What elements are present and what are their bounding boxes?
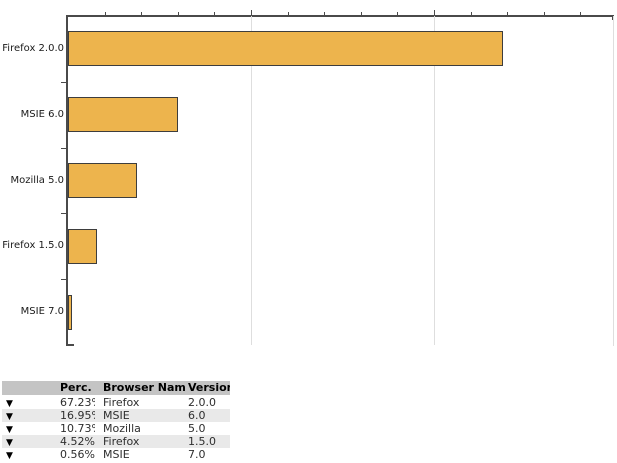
row-version-cell: 1.5.0: [186, 434, 230, 448]
row-version-cell: 7.0: [188, 447, 206, 461]
row-browser-cell: Firefox: [103, 395, 140, 409]
x-axis-minor-tick: [214, 12, 215, 16]
browser-stats-table: Perc. Browser Name Version ▼ 67.23% Firefo…: [2, 381, 230, 461]
bar: [68, 163, 137, 198]
y-axis-end-tick: [66, 344, 74, 346]
vertical-gridline: [251, 16, 252, 345]
header-marker: [2, 381, 60, 396]
row-perc-cell: 0.56%: [60, 447, 95, 461]
table-row: ▼ 10.73% Mozilla 5.0: [2, 422, 230, 435]
browser-usage-chart: Firefox 2.0.0 MSIE 6.0 Mozilla 5.0 Firefox …: [2, 10, 614, 346]
row-perc-cell: 16.95%: [60, 408, 95, 422]
x-axis-minor-tick: [178, 12, 179, 16]
category-label: MSIE 7.0: [20, 306, 64, 317]
row-browser-cell: MSIE: [95, 408, 186, 422]
down-triangle-icon: ▼: [6, 398, 13, 409]
y-axis-category-tick: [61, 82, 68, 83]
row-marker-cell: ▼: [2, 422, 60, 435]
row-browser-cell: Mozilla: [103, 421, 141, 435]
category-label: Firefox 2.0.0: [2, 43, 64, 54]
row-marker-cell: ▼: [2, 395, 60, 409]
y-axis-line: [66, 15, 68, 346]
bar: [68, 97, 178, 132]
plot-right-border: [613, 16, 614, 346]
row-version-cell: 6.0: [186, 408, 230, 422]
x-axis-minor-tick: [288, 12, 289, 16]
bar: [68, 31, 503, 66]
bar: [68, 229, 97, 264]
row-browser-cell: Firefox: [95, 434, 186, 448]
category-label: Firefox 1.5.0: [2, 240, 64, 251]
x-axis-major-tick: [434, 10, 435, 16]
x-axis-minor-tick: [471, 12, 472, 16]
x-axis-minor-tick: [361, 12, 362, 16]
row-perc-cell: 10.73%: [60, 421, 95, 435]
x-axis-minor-tick: [324, 12, 325, 16]
row-version-cell: 5.0: [188, 421, 206, 435]
x-axis-minor-tick: [544, 12, 545, 16]
y-axis-category-tick: [61, 213, 68, 214]
table-row: ▼ 0.56% MSIE 7.0: [2, 448, 230, 461]
y-axis-category-tick: [61, 279, 68, 280]
header-percentage: Perc.: [60, 381, 95, 396]
row-marker-cell: ▼: [2, 408, 60, 422]
x-axis-minor-tick: [397, 12, 398, 16]
down-triangle-icon: ▼: [6, 450, 13, 461]
category-label: MSIE 6.0: [20, 109, 64, 120]
row-marker-cell: ▼: [2, 434, 60, 448]
bar: [68, 295, 72, 330]
table-row: ▼ 67.23% Firefox 2.0.0: [2, 395, 230, 409]
row-perc-cell: 67.23%: [60, 395, 95, 409]
row-browser-cell: MSIE: [103, 447, 130, 461]
vertical-gridline: [434, 16, 435, 345]
category-label: Mozilla 5.0: [10, 175, 64, 186]
x-axis-major-tick: [251, 10, 252, 16]
y-axis-category-tick: [61, 148, 68, 149]
table-row: ▼ 4.52% Firefox 1.5.0: [2, 434, 230, 448]
down-triangle-icon: ▼: [6, 424, 13, 435]
header-browser-name: Browser Name: [95, 381, 186, 396]
header-version: Version: [186, 381, 230, 396]
down-triangle-icon: ▼: [6, 411, 13, 422]
down-triangle-icon: ▼: [6, 437, 13, 448]
x-axis-minor-tick: [580, 12, 581, 16]
x-axis-line: [66, 15, 614, 17]
row-version-cell: 2.0.0: [188, 395, 216, 409]
x-axis-minor-tick: [507, 12, 508, 16]
row-marker-cell: ▼: [2, 448, 60, 461]
x-axis-minor-tick: [105, 12, 106, 16]
row-perc-cell: 4.52%: [60, 434, 95, 448]
x-axis-minor-tick: [141, 12, 142, 16]
table-header-row: Perc. Browser Name Version: [2, 381, 230, 396]
